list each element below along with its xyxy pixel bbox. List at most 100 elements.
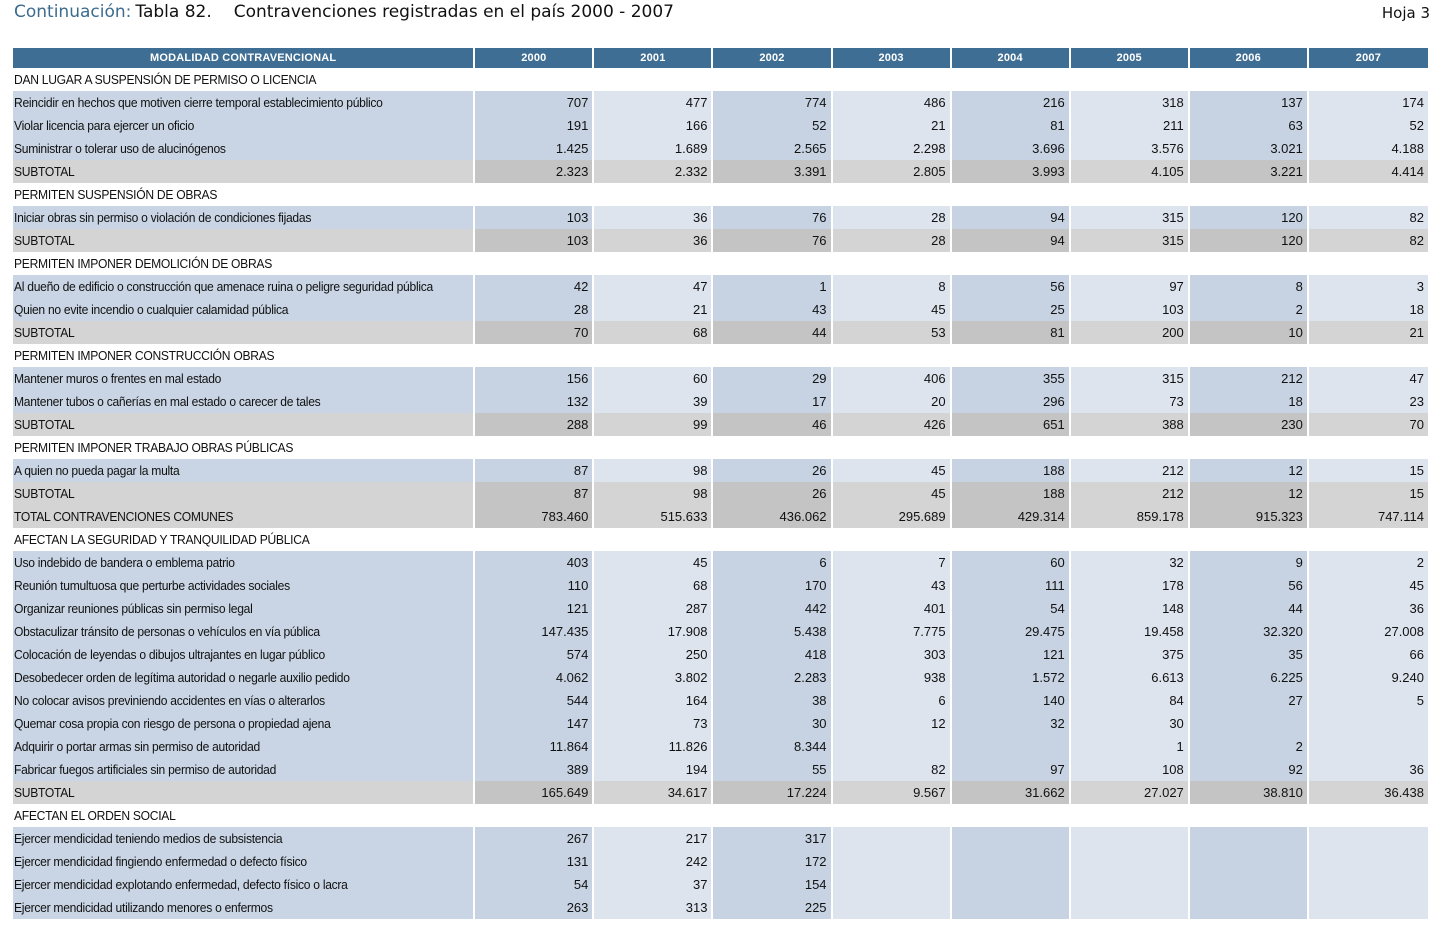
cell-2000 [475,183,595,206]
cell-2001: 250 [594,643,714,666]
section-row: PERMITEN SUSPENSIÓN DE OBRAS [13,183,1428,206]
cell-2001: 68 [594,321,714,344]
table-row: Adquirir o portar armas sin permiso de a… [13,735,1428,758]
cell-2006: 6.225 [1189,666,1309,689]
cell-2006 [1189,528,1309,551]
row-label-text: Ejercer mendicidad utilizando menores o … [14,900,273,915]
row-label: A quien no pueda pagar la multa [13,459,476,482]
cell-2002: 436.062 [713,505,833,528]
cell-2002 [713,804,833,827]
cell-2000: 574 [475,643,595,666]
cell-2003: 28 [832,229,952,252]
cell-2003 [832,850,952,873]
cell-2007: 4.188 [1308,137,1428,160]
cell-2002: 17.224 [713,781,833,804]
cell-2004: 121 [951,643,1071,666]
subtotal-row: SUBTOTAL 165.649 34.617 17.224 9.567 31.662 27… [13,781,1428,804]
cell-2001: 73 [594,712,714,735]
cell-2004 [951,873,1071,896]
column-header-2002: 2002 [713,48,833,68]
cell-2000: 403 [475,551,595,574]
section-row: AFECTAN LA SEGURIDAD Y TRANQUILIDAD PÚBL… [13,528,1428,551]
row-label-text: PERMITEN IMPONER DEMOLICIÓN DE OBRAS [14,256,272,271]
row-label-text: Desobedecer orden de legítima autoridad … [14,670,350,685]
cell-2006 [1189,850,1309,873]
cell-2005 [1070,436,1190,459]
column-header-2000: 2000 [475,48,595,68]
cell-2003: 53 [832,321,952,344]
column-header-2006: 2006 [1189,48,1309,68]
cell-2003 [832,344,952,367]
cell-2000: 131 [475,850,595,873]
cell-2000: 28 [475,298,595,321]
table-row: Iniciar obras sin permiso o violación de… [13,206,1428,229]
cell-2003 [832,873,952,896]
cell-2004 [951,735,1071,758]
row-label: SUBTOTAL [13,482,476,505]
cell-2004: 25 [951,298,1071,321]
row-label: Obstaculizar tránsito de personas o vehí… [13,620,476,643]
cell-2002: 1 [713,275,833,298]
cell-2000: 389 [475,758,595,781]
table-number: Tabla 82. [135,2,212,22]
cell-2000: 54 [475,873,595,896]
row-label: SUBTOTAL [13,229,476,252]
cell-2006: 38.810 [1189,781,1309,804]
cell-2007: 3 [1308,275,1428,298]
row-label: DAN LUGAR A SUSPENSIÓN DE PERMISO O LICE… [13,68,476,91]
column-header-2001: 2001 [594,48,714,68]
row-label: Organizar reuniones públicas sin permiso… [13,597,476,620]
cell-2000: 42 [475,275,595,298]
cell-2002: 2.565 [713,137,833,160]
row-label-text: Quemar cosa propia con riesgo de persona… [14,716,331,731]
cell-2007 [1308,804,1428,827]
row-label: TOTAL CONTRAVENCIONES COMUNES [13,505,476,528]
contraventions-table: MODALIDAD CONTRAVENCIONAL 2000 2001 2002 200… [13,48,1428,919]
cell-2005: 97 [1070,275,1190,298]
cell-2005: 30 [1070,712,1190,735]
cell-2002: 774 [713,91,833,114]
cell-2001: 98 [594,459,714,482]
cell-2002: 55 [713,758,833,781]
cell-2002: 29 [713,367,833,390]
cell-2005: 388 [1070,413,1190,436]
row-label-text: SUBTOTAL [14,785,75,800]
cell-2001 [594,68,714,91]
cell-2006 [1189,252,1309,275]
cell-2005: 315 [1070,229,1190,252]
cell-2004: 32 [951,712,1071,735]
cell-2005: 4.105 [1070,160,1190,183]
cell-2003: 45 [832,459,952,482]
section-row: AFECTAN EL ORDEN SOCIAL [13,804,1428,827]
cell-2005: 178 [1070,574,1190,597]
cell-2003 [832,436,952,459]
cell-2004: 296 [951,390,1071,413]
cell-2006: 915.323 [1189,505,1309,528]
row-label-text: PERMITEN IMPONER TRABAJO OBRAS PÚBLICAS [14,440,294,455]
cell-2003 [832,68,952,91]
cell-2006: 92 [1189,758,1309,781]
cell-2001: 34.617 [594,781,714,804]
cell-2004: 1.572 [951,666,1071,689]
cell-2003: 6 [832,689,952,712]
cell-2000: 110 [475,574,595,597]
cell-2000: 544 [475,689,595,712]
cell-2004: 355 [951,367,1071,390]
cell-2005: 318 [1070,91,1190,114]
cell-2007: 70 [1308,413,1428,436]
cell-2000: 288 [475,413,595,436]
cell-2004: 97 [951,758,1071,781]
row-label-text: PERMITEN IMPONER CONSTRUCCIÓN OBRAS [14,348,275,363]
cell-2000: 4.062 [475,666,595,689]
row-label-text: Al dueño de edificio o construcción que … [14,279,433,294]
cell-2006: 56 [1189,574,1309,597]
page-header: Continuación: Tabla 82. Contravenciones re… [14,2,1430,26]
cell-2007: 36 [1308,758,1428,781]
cell-2006: 35 [1189,643,1309,666]
cell-2001 [594,436,714,459]
row-label-text: Colocación de leyendas o dibujos ultraja… [14,647,325,662]
cell-2004: 31.662 [951,781,1071,804]
cell-2002: 5.438 [713,620,833,643]
row-label: Desobedecer orden de legítima autoridad … [13,666,476,689]
cell-2002 [713,344,833,367]
